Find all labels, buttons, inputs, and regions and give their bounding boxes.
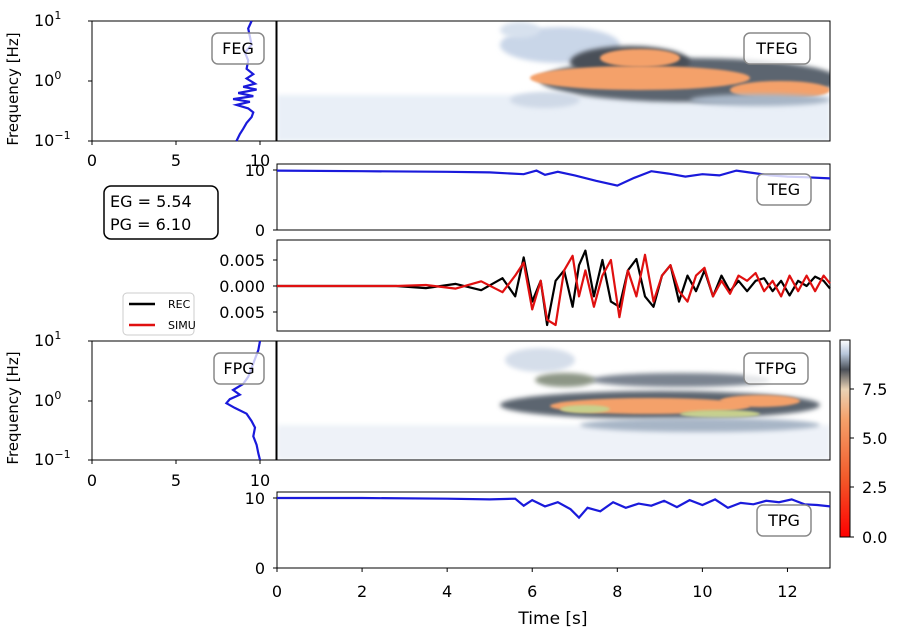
teg-panel: 10 0 TEG — [245, 161, 831, 240]
time-tick-label: 6 — [527, 582, 537, 601]
tfpg-heatmap — [277, 348, 830, 460]
feg-label-box: FEG — [211, 32, 265, 65]
tpg-label-box: TPG — [756, 504, 812, 537]
waveform-legend: REC SIMU — [122, 292, 196, 336]
colorbar-tick-label: 2.5 — [862, 478, 887, 497]
feg-xtick-label: 0 — [87, 151, 97, 170]
legend-rec-label: REC — [168, 298, 191, 311]
time-tick-label: 2 — [357, 582, 367, 601]
fpg-ylabel: Frequency [Hz] — [4, 351, 22, 464]
waveform-simu-line — [277, 253, 831, 327]
teg-ytick-label: 10 — [245, 161, 265, 180]
tpg-label: TPG — [767, 511, 800, 530]
feg-panel: Frequency [Hz] 101 100 10−1 0 5 10 FEG — [4, 9, 277, 170]
fpg-xtick-label: 5 — [171, 471, 181, 490]
colorbar-tick-label: 7.5 — [862, 380, 887, 399]
fpg-ytick-label: 100 — [34, 389, 61, 410]
feg-xtick-label: 10 — [250, 151, 270, 170]
time-tick-label: 0 — [272, 582, 282, 601]
feg-ylabel: Frequency [Hz] — [4, 32, 22, 145]
feg-xtick-label: 5 — [171, 151, 181, 170]
colorbar: 7.5 5.0 2.5 0.0 — [839, 339, 887, 547]
time-tick-label: 8 — [612, 582, 622, 601]
tfeg-heatmap — [277, 22, 830, 141]
tfpg-label: TFPG — [754, 359, 796, 378]
time-axis-ticks: 0 2 4 6 8 10 12 — [272, 568, 798, 601]
colorbar-tick-label: 5.0 — [862, 429, 887, 448]
eg-score: EG = 5.54 — [110, 192, 192, 211]
fpg-xtick-label: 10 — [250, 471, 270, 490]
tpg-line-group — [277, 496, 831, 520]
waveform-panel: 0.005 0.000 0.005 REC SIMU — [122, 239, 831, 336]
tpg-ytick-label: 10 — [245, 489, 265, 508]
fpg-yticks: 101 100 10−1 — [34, 329, 92, 469]
tpg-panel: 10 0 TPG 0 2 4 6 8 10 12 Time [s] — [245, 489, 831, 629]
wave-ytick-label: 0.000 — [219, 277, 265, 296]
teg-axes-frame — [276, 163, 831, 231]
time-tick-label: 4 — [442, 582, 452, 601]
score-box: EG = 5.54 PG = 6.10 — [103, 185, 219, 240]
pg-score: PG = 6.10 — [110, 215, 191, 234]
teg-line — [276, 169, 831, 187]
tpg-line — [277, 496, 831, 520]
tfeg-axes-frame — [276, 20, 831, 142]
fpg-label-box: FPG — [213, 352, 265, 385]
teg-label-box: TEG — [756, 173, 812, 206]
tfeg-label-box: TFEG — [743, 32, 811, 65]
tpg-ytick-label: 0 — [255, 559, 265, 578]
wave-ytick-label: 0.005 — [219, 303, 265, 322]
tfeg-panel: TFEG — [276, 20, 831, 142]
tfpg-panel: TFPG — [276, 340, 831, 461]
tfeg-label: TFEG — [755, 39, 797, 58]
teg-label: TEG — [767, 180, 800, 199]
fpg-ytick-label: 101 — [34, 329, 61, 350]
fpg-xticks: 0 5 10 — [87, 460, 270, 490]
fpg-ytick-label: 10−1 — [34, 448, 71, 469]
feg-ytick-label: 101 — [34, 9, 61, 30]
time-tick-label: 10 — [692, 582, 712, 601]
feg-label: FEG — [222, 39, 254, 58]
feg-ytick-label: 10−1 — [34, 129, 71, 150]
fpg-panel: Frequency [Hz] 101 100 10−1 0 5 10 FPG — [4, 329, 277, 490]
legend-simu-label: SIMU — [168, 319, 196, 332]
colorbar-gradient — [839, 339, 851, 538]
tfpg-label-box: TFPG — [743, 352, 809, 385]
teg-line-group — [276, 169, 831, 187]
fpg-label: FPG — [223, 359, 254, 378]
waveform-lines — [277, 249, 831, 327]
teg-ytick-label: 0 — [255, 221, 265, 240]
feg-yticks: 101 100 10−1 — [34, 9, 92, 150]
wave-ytick-label: 0.005 — [219, 251, 265, 270]
feg-xticks: 0 5 10 — [87, 141, 270, 170]
colorbar-tick-label: 0.0 — [862, 528, 887, 547]
feg-ytick-label: 100 — [34, 69, 61, 90]
time-tick-label: 12 — [777, 582, 797, 601]
time-axis-label: Time [s] — [517, 609, 587, 629]
fpg-xtick-label: 0 — [87, 471, 97, 490]
tfpg-axes-frame — [276, 340, 831, 461]
